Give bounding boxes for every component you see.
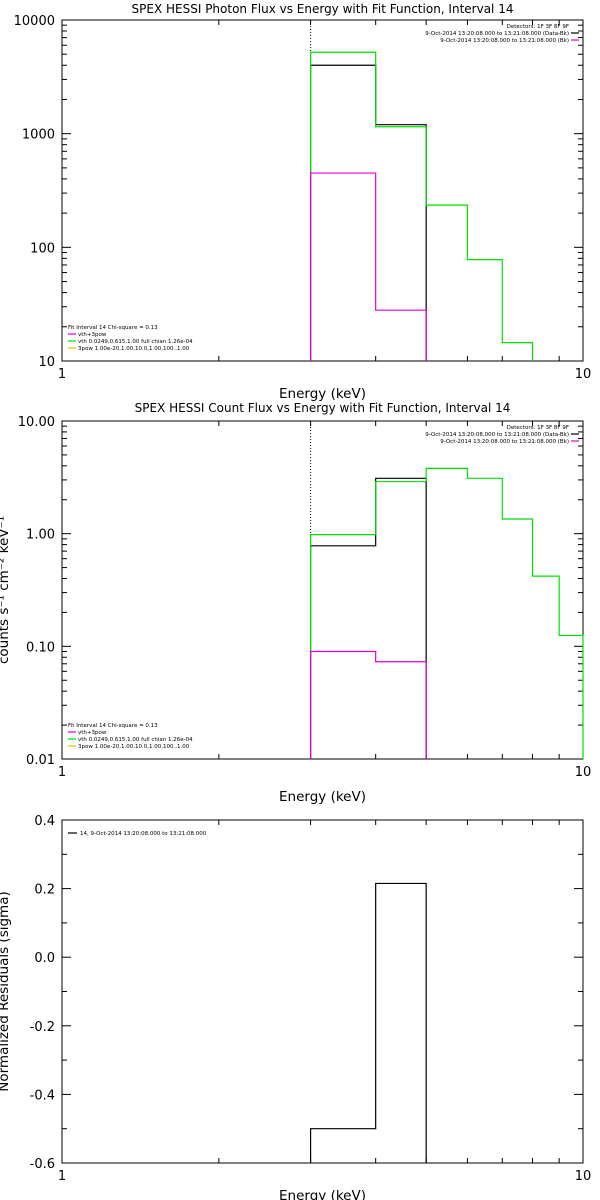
y-tick-label: -0.4 xyxy=(30,1088,55,1103)
chart-title: SPEX HESSI Count Flux vs Energy with Fit… xyxy=(135,401,511,415)
y-tick-label: -0.2 xyxy=(30,1020,55,1035)
series-background xyxy=(309,650,427,759)
y-tick-label: 0.0 xyxy=(34,951,55,966)
plot-frame xyxy=(61,819,584,1164)
x-axis-label: Energy (keV) xyxy=(279,789,366,805)
legend-entry: vth 0.0249,0.615,1.00 full chian 1.26e-0… xyxy=(78,737,193,743)
x-tick-label: 1 xyxy=(58,367,66,382)
fit-summary-label: Fit Interval 14 Chi-square = 0.13 xyxy=(68,723,158,729)
y-tick-label: 100 xyxy=(30,241,55,256)
time-range-label: 9-Oct-2014 13:20:08.000 to 13:21:08.000 … xyxy=(425,31,569,37)
chart-panel-3: 1 10 0.4 0.2 0.0 -0.2 -0.4 -0.6 Energy (keV) Norm… xyxy=(0,814,591,1200)
y-tick-label: 10.00 xyxy=(18,415,55,430)
plot-frame xyxy=(61,19,584,362)
chart-title: SPEX HESSI Photon Flux vs Energy with Fi… xyxy=(132,2,514,16)
y-tick-label: 0.4 xyxy=(34,814,55,829)
series-fit-vth-3pow xyxy=(309,51,534,361)
legend-entry: 3pow 1.00e-20,1.00,10.0,1.00,100.,1.00 xyxy=(78,744,190,750)
y-tick-label: 1000 xyxy=(22,128,55,143)
y-tick-label: 10000 xyxy=(14,14,55,29)
fit-summary-label: Fit Interval 14 Chi-square = 0.13 xyxy=(68,325,158,331)
series-data-minus-bk xyxy=(309,477,427,759)
series-residuals xyxy=(309,882,427,1163)
time-range-label: 9-Oct-2014 13:20:08.000 to 13:21:08.000 … xyxy=(440,38,569,44)
legend-entry: vth+3pow xyxy=(78,332,107,338)
y-tick-label: -0.6 xyxy=(30,1157,55,1172)
y-tick-label: 10 xyxy=(38,355,55,370)
x-axis-label: Energy (keV) xyxy=(279,1188,366,1200)
x-tick-label: 1 xyxy=(58,765,66,780)
y-axis-label: Normalized Residuals (sigma) xyxy=(0,891,12,1092)
series-fit-vth-3pow xyxy=(309,467,584,759)
x-tick-label: 10 xyxy=(575,765,592,780)
y-axis-label: counts s⁻¹ cm⁻² keV⁻¹ xyxy=(0,516,12,664)
legend-entry: 14, 9-Oct-2014 13:20:08.000 to 13:21:08.… xyxy=(80,831,207,837)
chart-panel-2: 1 10 10.00 1.00 0.10 0.01 SPEX HESSI Count Flu… xyxy=(0,401,591,805)
legend-entry: vth 0.0249,0.615,1.00 full chian 1.26e-0… xyxy=(78,339,193,345)
detectors-label: Detectors: 1F 3F 8F 9F xyxy=(507,24,569,30)
y-tick-label: 0.2 xyxy=(34,883,55,898)
legend-entry: 3pow 1.00e-20,1.00,10.0,1.00,100.,1.00 xyxy=(78,346,190,352)
plot-frame xyxy=(61,420,584,760)
y-tick-label: 0.10 xyxy=(26,640,55,655)
time-range-label: 9-Oct-2014 13:20:08.000 to 13:21:08.000 … xyxy=(440,439,569,445)
x-axis-label: Energy (keV) xyxy=(279,386,366,402)
x-tick-label: 10 xyxy=(575,1169,592,1184)
y-tick-label: 0.01 xyxy=(26,753,55,768)
y-tick-label: 1.00 xyxy=(26,528,55,543)
detectors-label: Detectors: 1F 3F 8F 9F xyxy=(507,425,569,431)
series-background xyxy=(309,172,427,361)
x-tick-label: 1 xyxy=(58,1169,66,1184)
time-range-label: 9-Oct-2014 13:20:08.000 to 13:21:08.000 … xyxy=(425,432,569,438)
x-tick-label: 10 xyxy=(575,367,592,382)
legend-entry: vth+3pow xyxy=(78,730,107,736)
series-data-minus-bk xyxy=(309,64,427,361)
